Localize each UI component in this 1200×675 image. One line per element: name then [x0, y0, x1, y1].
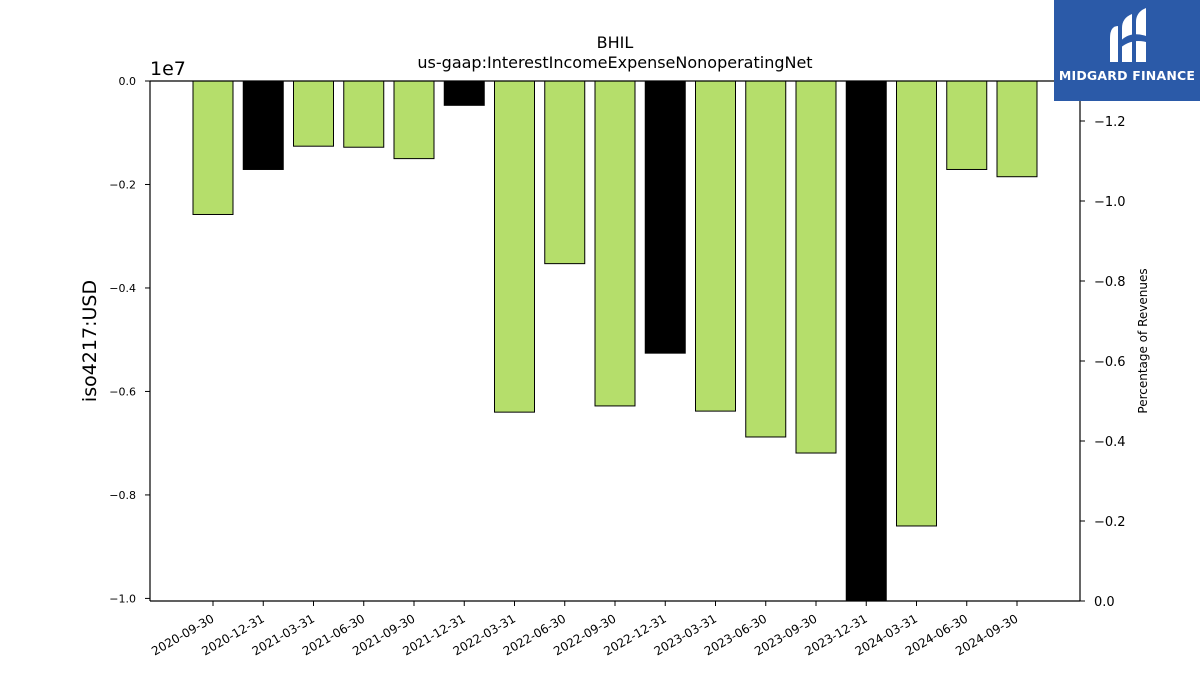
bar-2022-12-31: [644, 80, 686, 354]
logo-text: MIDGARD FINANCE: [1058, 68, 1196, 83]
bar-2023-12-31: [845, 80, 887, 602]
y2-tick-label: −0.6: [1094, 355, 1126, 370]
bar-2020-09-30: [192, 80, 234, 215]
bar-2022-03-31: [494, 80, 535, 413]
bar-2021-03-31: [293, 80, 334, 147]
midgard-logo-icon: [1110, 8, 1146, 62]
bar-2023-09-30: [795, 80, 837, 454]
bar-2021-12-31: [443, 80, 485, 106]
bar-2024-03-31: [896, 80, 937, 527]
y2-tick-label: −0.8: [1094, 275, 1126, 290]
y-tick-label: 0.0: [119, 75, 137, 88]
chart-subtitle: us-gaap:InterestIncomeExpenseNonoperatin…: [417, 53, 812, 72]
y2-tick-label: −0.4: [1094, 435, 1126, 450]
y2-tick-label: −0.2: [1094, 515, 1126, 530]
bar-2021-06-30: [343, 80, 385, 148]
bar-2023-06-30: [745, 80, 787, 438]
midgard-finance-logo: MIDGARD FINANCE: [1054, 0, 1200, 101]
y-offset-label: 1e7: [150, 58, 186, 80]
bar-2022-09-30: [594, 80, 636, 407]
y-tick-label: −1.0: [109, 592, 136, 605]
y2-tick-label: −1.2: [1094, 115, 1126, 130]
bar-2023-03-31: [695, 80, 736, 412]
bar-2024-06-30: [946, 80, 988, 170]
y-axis-label: iso4217:USD: [79, 280, 101, 402]
y2-tick-label: −1.0: [1094, 195, 1126, 210]
chart-title: BHIL: [597, 33, 634, 52]
y2-tick-label: 0.0: [1094, 595, 1115, 610]
y-tick-label: −0.4: [109, 282, 136, 295]
y-tick-label: −0.6: [109, 385, 136, 398]
y-tick-label: −0.8: [109, 489, 136, 502]
y2-axis-label: Percentage of Revenues: [1136, 268, 1150, 413]
bar-2024-09-30: [996, 80, 1038, 178]
y-tick-label: −0.2: [109, 178, 136, 191]
bar-2022-06-30: [544, 80, 586, 265]
bar-2020-12-31: [242, 80, 284, 170]
bar-2021-09-30: [393, 80, 435, 160]
